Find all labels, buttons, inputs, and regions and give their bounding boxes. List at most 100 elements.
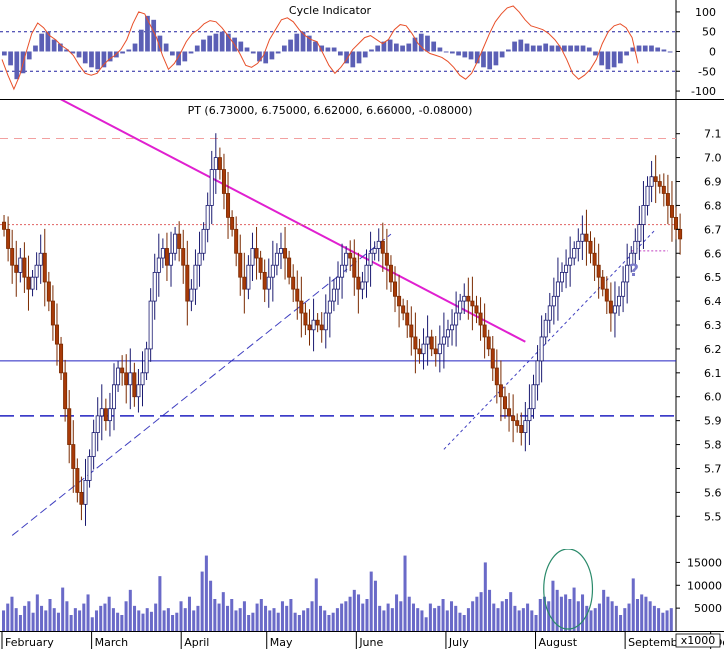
price-candle-body [213,157,218,170]
volume-bar [327,615,331,631]
price-candle-body [588,240,593,254]
price-candle-body [270,264,275,278]
price-candle-body [331,288,336,302]
price-candle-body [368,252,373,266]
price-candle-body [87,456,92,481]
price-candle [665,174,670,225]
price-candle [543,313,548,345]
price-candle-body [173,233,178,254]
price-candle-body [572,248,577,259]
oscillator-hist-bar [182,51,188,62]
price-candle-body [478,312,483,326]
price-candle-body [539,336,544,362]
volume-bar [509,592,513,631]
volume-xtick-label: September [628,636,689,649]
oscillator-hist-bar [138,29,144,52]
volume-bar [318,605,323,631]
price-candle-body [91,432,96,457]
price-candle-body [152,271,157,302]
oscillator-hist-bar [369,49,374,52]
price-candle [523,402,528,452]
price-candle [230,210,235,237]
price-candle-body [665,193,670,206]
volume-bar [82,603,86,631]
price-candle [678,213,683,255]
price-candle [653,155,658,204]
oscillator-hist-bar [586,47,592,52]
price-candle-body [393,281,398,297]
price-candle [38,234,43,284]
volume-xtick-label: July [448,636,469,649]
oscillator-ytick-label: -50 [698,65,716,78]
price-candle-body [177,233,182,249]
price-candle [132,362,137,407]
volume-bar [420,610,424,631]
price-candle [124,354,129,404]
volume-bar [597,603,601,631]
volume-bar [297,615,301,631]
price-candle [307,309,312,346]
price-candle [246,255,251,300]
price-annotation: ? [629,261,639,281]
price-candle [393,266,398,313]
price-candle-body [543,319,548,338]
price-candle [335,261,340,305]
price-candle-body [604,288,609,302]
volume-bar [534,615,538,631]
price-candle-body [515,420,520,426]
oscillator-panel: 100 50 0 -50 -100 Cycle Indicator [0,0,724,100]
price-candle-body [486,336,491,350]
price-candle-body [124,372,129,386]
price-candle-body [641,205,646,225]
price-candle [274,243,279,276]
price-candle [18,248,23,283]
price-candle [397,274,402,328]
price-candle [67,390,72,464]
price-candle [22,242,27,293]
oscillator-hist-bar [406,43,412,52]
price-candle [511,394,516,443]
volume-bar [187,596,191,631]
volume-bar [619,615,623,631]
oscillator-hist-bar [145,15,150,52]
volume-bar [145,608,149,631]
oscillator-hist-bar [375,45,381,52]
price-candle-body [140,372,145,386]
oscillator-hist-bar [213,33,219,52]
price-candle-body [299,300,304,314]
oscillator-hist-bar [568,45,573,52]
volume-bar [657,608,661,631]
price-candle [637,205,642,260]
price-candle [600,270,605,297]
price-candle-body [576,240,581,249]
oscillator-hist-bar [82,51,88,64]
volume-bar [90,617,94,631]
volume-bar [665,610,669,631]
price-candle-body [352,257,357,278]
price-candle-body [181,248,186,266]
price-candle [87,449,92,488]
price-candle [669,181,674,242]
price-candle [580,215,585,260]
volume-bar [171,615,175,631]
price-candle-body [498,384,503,398]
volume-bar [606,596,610,631]
volume-bar [513,605,517,631]
volume-bar [581,594,585,631]
price-ytick-label: 5.9 [704,415,722,428]
price-candle [450,309,455,346]
price-candle-body [201,228,206,254]
price-candle [470,276,475,331]
price-candle-body [511,415,516,422]
price-candle-body [278,248,283,254]
price-candle-body [6,228,11,249]
oscillator-hist-bar [288,39,293,52]
price-candle-body [384,252,389,266]
price-candle [372,241,377,261]
price-candle [95,397,100,452]
price-candle-body [621,281,626,297]
oscillator-hist-bar [549,45,555,52]
volume-bar [602,589,606,631]
volume-bar [73,608,77,631]
price-candle-body [295,288,300,302]
